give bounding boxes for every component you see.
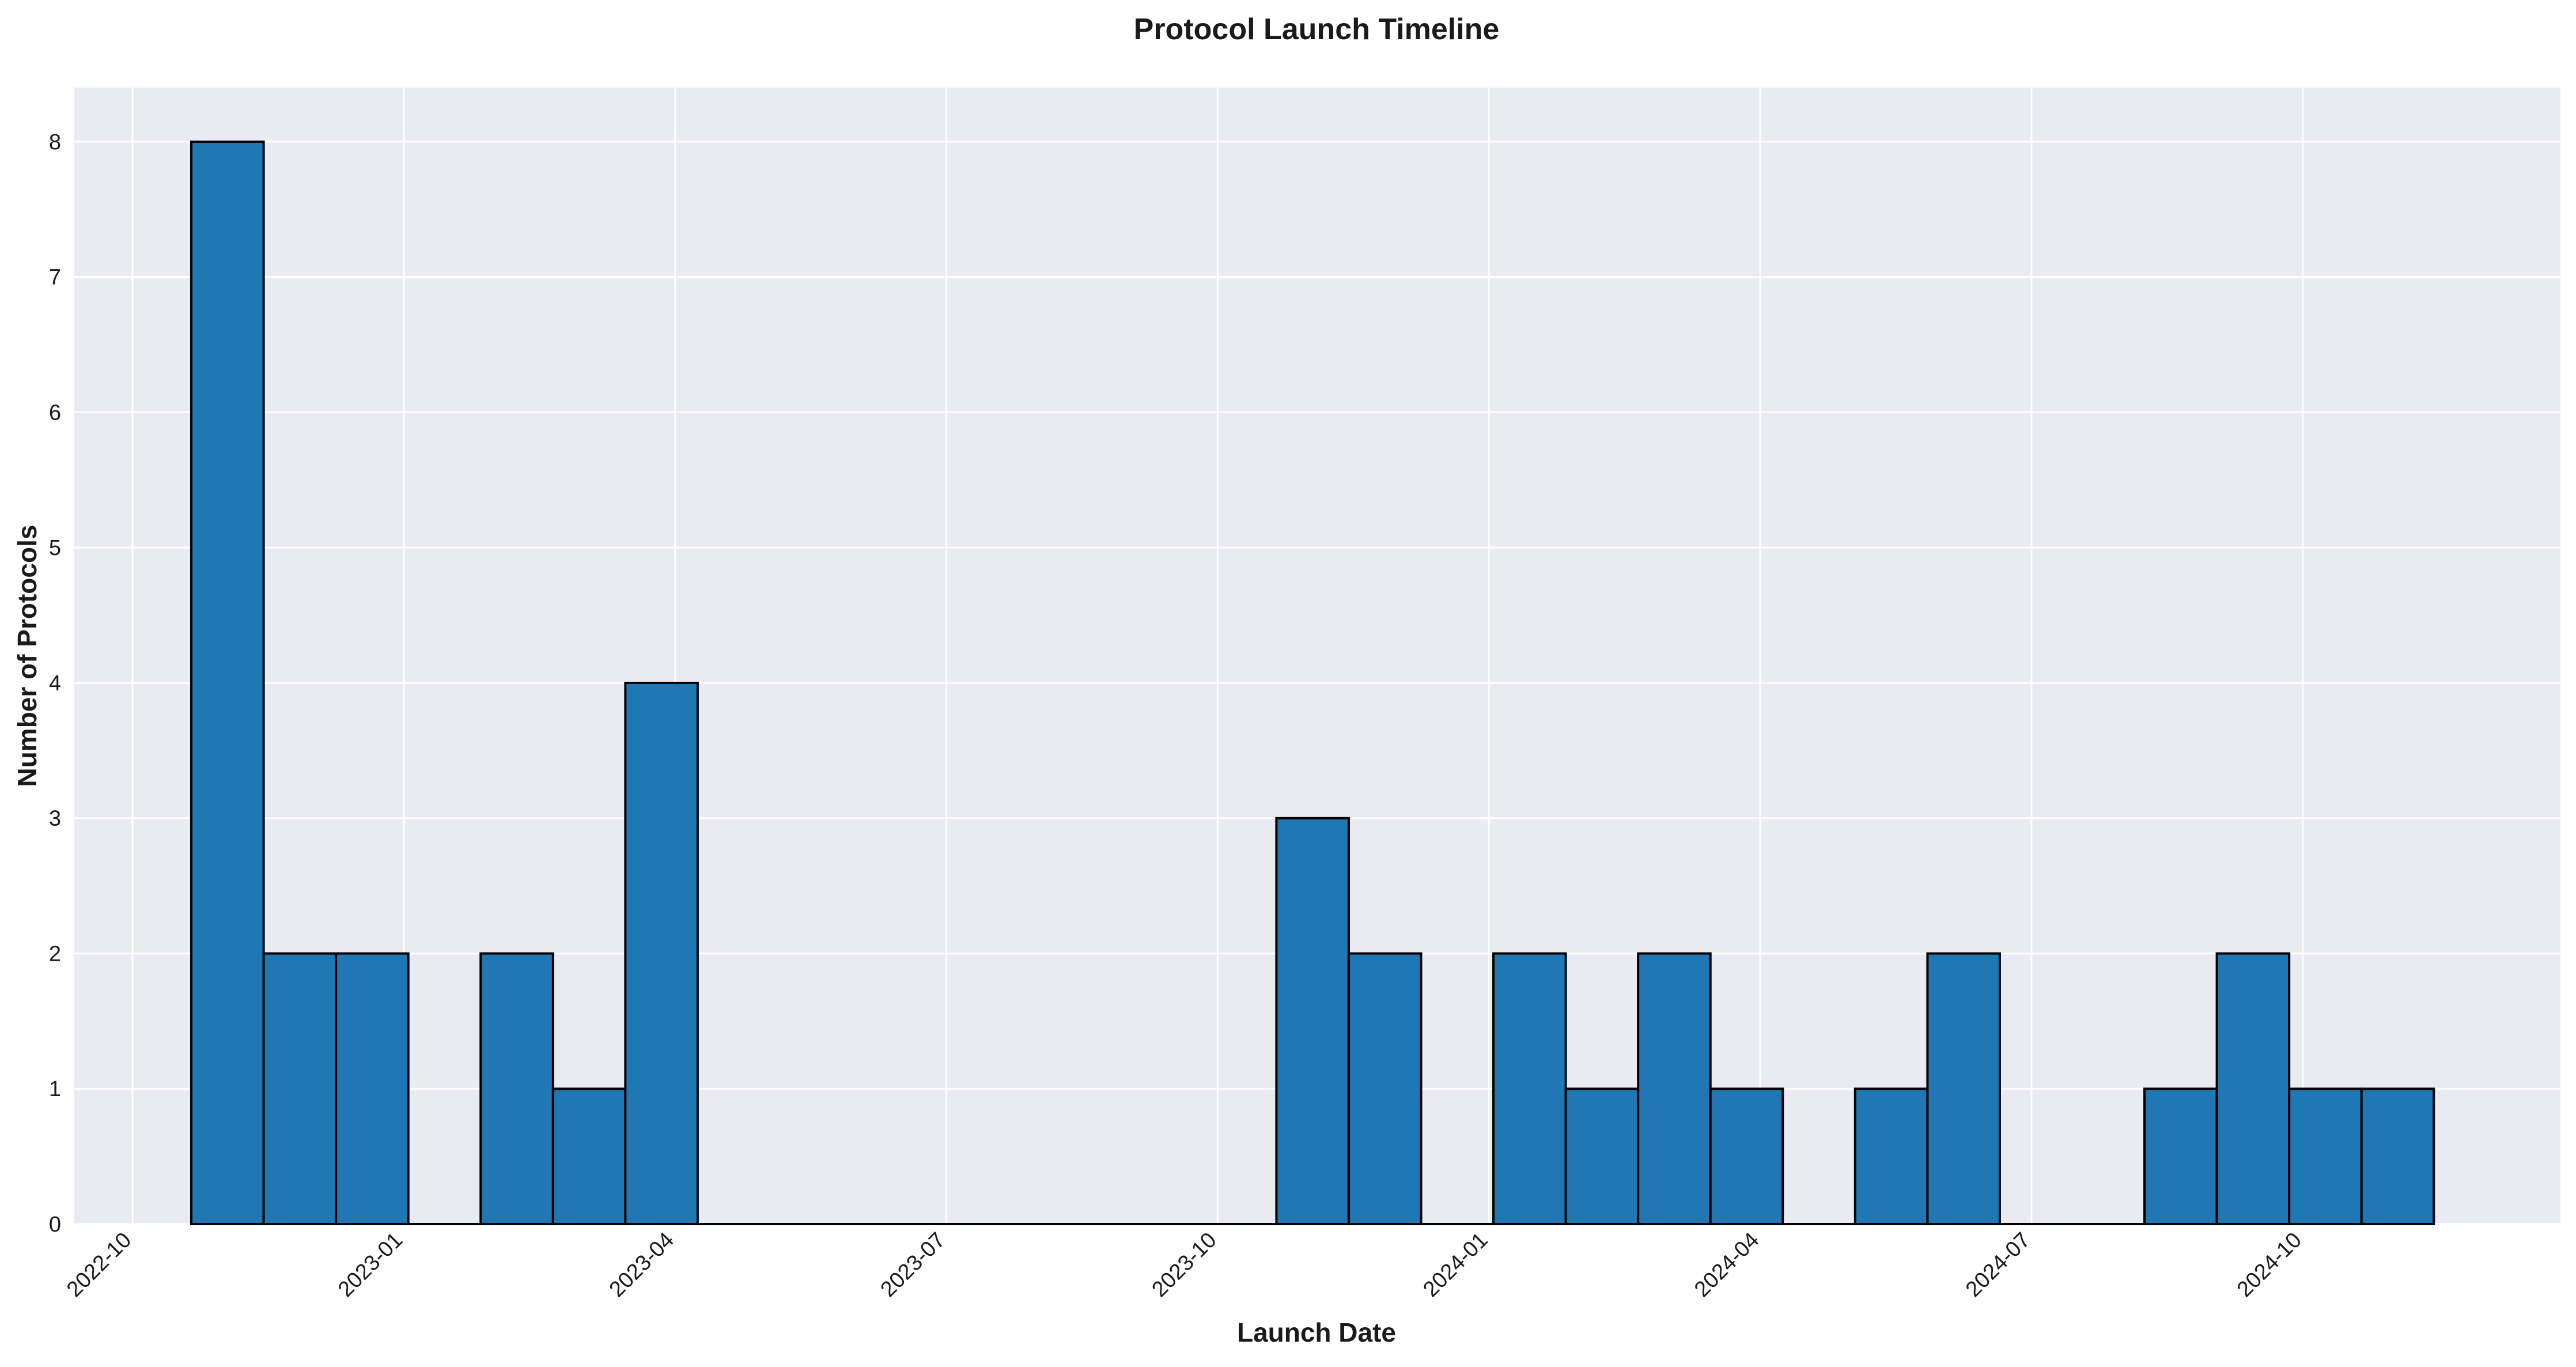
histogram-bar [2143, 1087, 2218, 1225]
histogram-bar [190, 140, 265, 1225]
x-tick-label: 2023-10 [1147, 1228, 1221, 1302]
y-tick-label: 2 [49, 942, 61, 966]
y-tick-label: 3 [49, 807, 61, 831]
histogram-bar [2360, 1087, 2435, 1225]
y-tick-label: 5 [49, 536, 61, 560]
x-tick-label: 2024-04 [1690, 1228, 1764, 1302]
histogram-bar [1926, 952, 2001, 1225]
x-tick-label: 2024-07 [1961, 1228, 2035, 1302]
x-tick-label: 2023-01 [334, 1228, 407, 1302]
histogram-bar [1637, 952, 1712, 1225]
y-tick-label: 7 [49, 266, 61, 290]
y-tick-label: 4 [49, 671, 61, 696]
x-tick-label: 2023-04 [605, 1228, 679, 1302]
x-tick-label: 2024-01 [1418, 1228, 1492, 1302]
x-axis-label: Launch Date [1237, 1317, 1396, 1347]
y-axis-ticks: 0 1 2 3 4 5 6 7 8 [49, 130, 61, 1237]
y-tick-label: 6 [49, 401, 61, 425]
histogram-bar [1347, 952, 1423, 1225]
y-axis-label: Number of Protocols [12, 525, 42, 787]
histogram-bar [262, 952, 338, 1225]
x-tick-label: 2022-10 [62, 1228, 136, 1302]
histogram-bar [1492, 952, 1567, 1225]
y-tick-label: 1 [49, 1077, 61, 1101]
bars [190, 140, 2435, 1225]
histogram-bar [624, 681, 699, 1225]
y-tick-label: 8 [49, 130, 61, 154]
histogram-bar [2215, 952, 2291, 1225]
histogram-bar [335, 952, 410, 1225]
x-tick-label: 2024-10 [2233, 1228, 2306, 1302]
histogram-bar [1853, 1087, 1929, 1225]
x-axis-ticks: 2022-10 2023-01 2023-04 2023-07 2023-10 2024-… [62, 1228, 2306, 1302]
chart-title: Protocol Launch Timeline [1134, 13, 1500, 46]
histogram-bar [1275, 817, 1350, 1225]
histogram-bar [551, 1087, 627, 1225]
x-tick-label: 2023-07 [876, 1228, 950, 1302]
histogram-bar [1709, 1087, 1784, 1225]
histogram-bar [2288, 1087, 2363, 1225]
histogram-bar [1564, 1087, 1640, 1225]
histogram-bar [479, 952, 554, 1225]
y-tick-label: 0 [49, 1213, 61, 1237]
